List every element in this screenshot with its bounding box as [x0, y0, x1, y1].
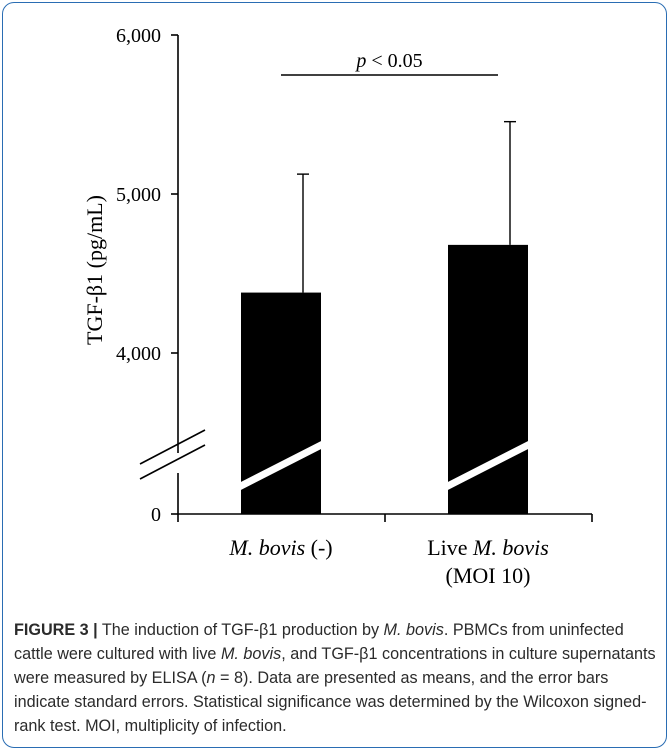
- bar-break-band: [440, 437, 536, 494]
- significance-label: p < 0.05: [354, 50, 422, 72]
- caption-label: FIGURE 3 |: [14, 621, 98, 639]
- y-axis-title: TGF-β1 (pg/mL): [82, 195, 107, 345]
- figure-caption: FIGURE 3 | The induction of TGF-β1 produ…: [14, 618, 659, 738]
- x-tick-label: (MOI 10): [446, 563, 531, 588]
- x-tick-label-run: (-): [305, 535, 332, 560]
- significance-threshold: < 0.05: [366, 50, 422, 72]
- x-tick-label-run: M. bovis: [228, 535, 305, 560]
- y-tick-label: 5,000: [116, 184, 161, 206]
- caption-run: , and TGF-β1 concentrations in culture s…: [14, 645, 656, 687]
- x-tick-label: Live M. bovis: [427, 535, 549, 560]
- label-layer: TGF-β1 (pg/mL)M. bovis (-) Live M. bovis(…: [82, 195, 549, 588]
- caption-body: The induction of TGF-β1 production by M.…: [14, 621, 656, 735]
- significance-layer: p < 0.05: [281, 50, 498, 76]
- axis-break-mark: [139, 429, 206, 465]
- caption-run: . PBMCs from uninfected cattle were cult…: [14, 621, 624, 663]
- y-tick-label: 6,000: [116, 25, 161, 47]
- caption-run: M. bovis: [220, 645, 282, 663]
- caption-run: M. bovis: [383, 621, 444, 639]
- bar: [448, 244, 528, 514]
- x-tick-label-run: M. bovis: [472, 535, 549, 560]
- caption-run: n: [206, 669, 216, 687]
- y-tick-label: 0: [151, 504, 161, 526]
- y-tick-label: 4,000: [116, 343, 161, 365]
- bar-break-band: [233, 437, 329, 494]
- caption-run: The induction of TGF-β1 production by: [97, 621, 384, 639]
- x-tick-label-run: Live: [427, 535, 473, 560]
- significance-p: p: [354, 50, 366, 72]
- bar-chart: 0 4,000 5,000 6,000 p < 0.05 TGF-β1 (pg/mL)…: [82, 25, 593, 588]
- x-tick-label: M. bovis (-): [228, 535, 332, 560]
- axis-break-mark: [139, 444, 206, 480]
- x-tick-label-run: (MOI 10): [446, 563, 531, 588]
- caption-run: = 8). Data are presented as means, and t…: [14, 669, 647, 735]
- bars-layer: [233, 120, 536, 514]
